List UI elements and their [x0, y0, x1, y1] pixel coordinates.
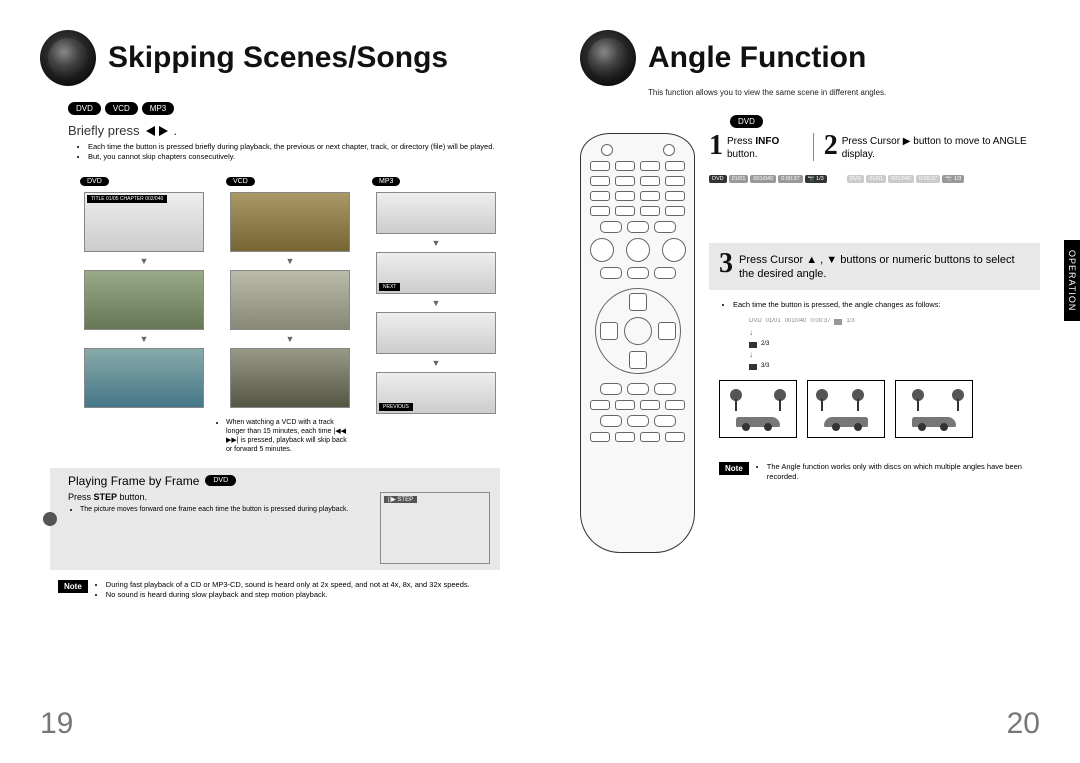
speaker-icon: [40, 30, 96, 86]
circle-badge-icon: [43, 512, 57, 526]
col-dvd: DVD TITLE 01/05 CHAPTER 002/040 ▼ ▼: [80, 170, 208, 454]
remote-control: [580, 133, 695, 553]
pill-mp3: MP3: [142, 102, 174, 115]
format-pills: DVD VCD MP3: [68, 102, 500, 115]
step-3: 3 Press Cursor ▲ , ▼ buttons or numeric …: [709, 243, 1040, 290]
dvd-thumb-1: TITLE 01/05 CHAPTER 002/040: [84, 192, 204, 252]
page-title: Skipping Scenes/Songs: [108, 41, 448, 75]
steps-area: 1 Press INFO button. 2 Press Cursor ▶ bu…: [709, 133, 1040, 553]
pill-vcd: VCD: [105, 102, 138, 115]
angle-img-2: [807, 380, 885, 438]
briefly-bullets: Each time the button is pressed briefly …: [80, 142, 500, 162]
right-pill-dvd: DVD: [730, 115, 763, 128]
step-2: 2 Press Cursor ▶ button to move to ANGLE…: [824, 133, 1040, 161]
vcd-thumb-3: [230, 348, 350, 408]
skip-prev-next-icon: [144, 126, 170, 136]
col-head-mp3: MP3: [372, 177, 400, 186]
col-mp3: MP3 ▼ NEXT ▼ ▼ PREVIOUS: [372, 170, 500, 454]
mp3-thumb-3: [376, 312, 496, 354]
col-head-vcd: VCD: [226, 177, 255, 186]
step-1-text: Press INFO button.: [727, 133, 803, 161]
page-right: Angle Function This function allows you …: [540, 0, 1080, 763]
dpad: [595, 288, 681, 374]
bullet-1: Each time the button is pressed briefly …: [88, 142, 500, 152]
angle-sequence: DVD 01/01 001/040 0:00:37 1/3 ↓ 2/3 ↓ 3/…: [749, 317, 1040, 371]
page-left: Skipping Scenes/Songs DVD VCD MP3 Briefl…: [0, 0, 540, 763]
dvd-thumb-2: [84, 270, 204, 330]
briefly-press-label: Briefly press: [68, 123, 140, 138]
vcd-note-text: When watching a VCD with a track longer …: [226, 418, 354, 454]
vcd-thumb-2: [230, 270, 350, 330]
dvd-thumb-3: [84, 348, 204, 408]
caret-icon: ▼: [140, 334, 149, 344]
vcd-note: When watching a VCD with a track longer …: [226, 418, 354, 454]
mp3-thumb-1: [376, 192, 496, 234]
step-num-1: 1: [709, 133, 723, 158]
right-body: 1 Press INFO button. 2 Press Cursor ▶ bu…: [580, 133, 1040, 553]
each-press-note: Each time the button is pressed, the ang…: [733, 300, 1040, 310]
col-head-dvd: DVD: [80, 177, 109, 186]
step-num-3: 3: [719, 251, 733, 282]
dvd-thumb-label: TITLE 01/05 CHAPTER 002/040: [87, 195, 167, 203]
angle-images: [719, 380, 1040, 438]
pill-dvd: DVD: [68, 102, 101, 115]
caret-icon: ▼: [432, 238, 441, 248]
caret-icon: ▼: [286, 256, 295, 266]
caret-icon: ▼: [432, 358, 441, 368]
caret-icon: ▼: [286, 334, 295, 344]
frame-thumb-label: ||▶ STEP: [384, 496, 417, 503]
note-label-right: Note: [719, 462, 749, 475]
step-num-2: 2: [824, 133, 838, 158]
page-title-right: Angle Function: [648, 41, 866, 75]
mp3-next-label: NEXT: [379, 283, 400, 291]
note-item-2: No sound is heard during slow playback a…: [106, 590, 470, 601]
page-header: Skipping Scenes/Songs: [40, 30, 500, 86]
page-number-left: 19: [40, 707, 73, 741]
briefly-press: Briefly press .: [68, 123, 500, 138]
right-note-text: The Angle function works only with discs…: [767, 462, 1040, 483]
operation-tab: OPERATION: [1064, 240, 1080, 321]
page-subtitle: This function allows you to view the sam…: [648, 88, 1040, 97]
caret-icon: ▼: [432, 298, 441, 308]
three-columns: DVD TITLE 01/05 CHAPTER 002/040 ▼ ▼ VCD …: [80, 170, 500, 454]
angle-img-3: [895, 380, 973, 438]
frame-pill-dvd: DVD: [205, 475, 236, 486]
frame-sub: Press STEP button.: [68, 492, 366, 502]
left-note: Note During fast playback of a CD or MP3…: [58, 580, 500, 601]
osd-1: DVD01/01001/0400:00:37📷 1/3: [709, 175, 827, 183]
speaker-icon: [580, 30, 636, 86]
mp3-thumb-4: PREVIOUS: [376, 372, 496, 414]
frame-thumb: ||▶ STEP: [380, 492, 490, 564]
page-header-right: Angle Function: [580, 30, 1040, 86]
step-2-text: Press Cursor ▶ button to move to ANGLE d…: [842, 133, 1040, 161]
step-3-text: Press Cursor ▲ , ▼ buttons or numeric bu…: [739, 251, 1030, 282]
caret-icon: ▼: [140, 256, 149, 266]
frame-bullet: The picture moves forward one frame each…: [80, 505, 366, 514]
angle-img-1: [719, 380, 797, 438]
vcd-thumb-1: [230, 192, 350, 252]
osd-2: DVD01/01001/0400:00:37📷 1/3: [847, 175, 965, 183]
col-vcd: VCD ▼ ▼ When watching a VCD with a track…: [226, 170, 354, 454]
bullet-2: But, you cannot skip chapters consecutiv…: [88, 152, 500, 162]
frame-title-text: Playing Frame by Frame: [68, 474, 199, 488]
mp3-prev-label: PREVIOUS: [379, 403, 413, 411]
note-item-1: During fast playback of a CD or MP3-CD, …: [106, 580, 470, 591]
right-note: Note The Angle function works only with …: [719, 462, 1040, 483]
frame-by-frame-section: Playing Frame by Frame DVD Press STEP bu…: [50, 468, 500, 570]
frame-title: Playing Frame by Frame DVD: [68, 474, 490, 488]
page-number-right: 20: [1007, 707, 1040, 741]
note-label: Note: [58, 580, 88, 593]
mp3-thumb-2: NEXT: [376, 252, 496, 294]
step-1: 1 Press INFO button.: [709, 133, 803, 161]
